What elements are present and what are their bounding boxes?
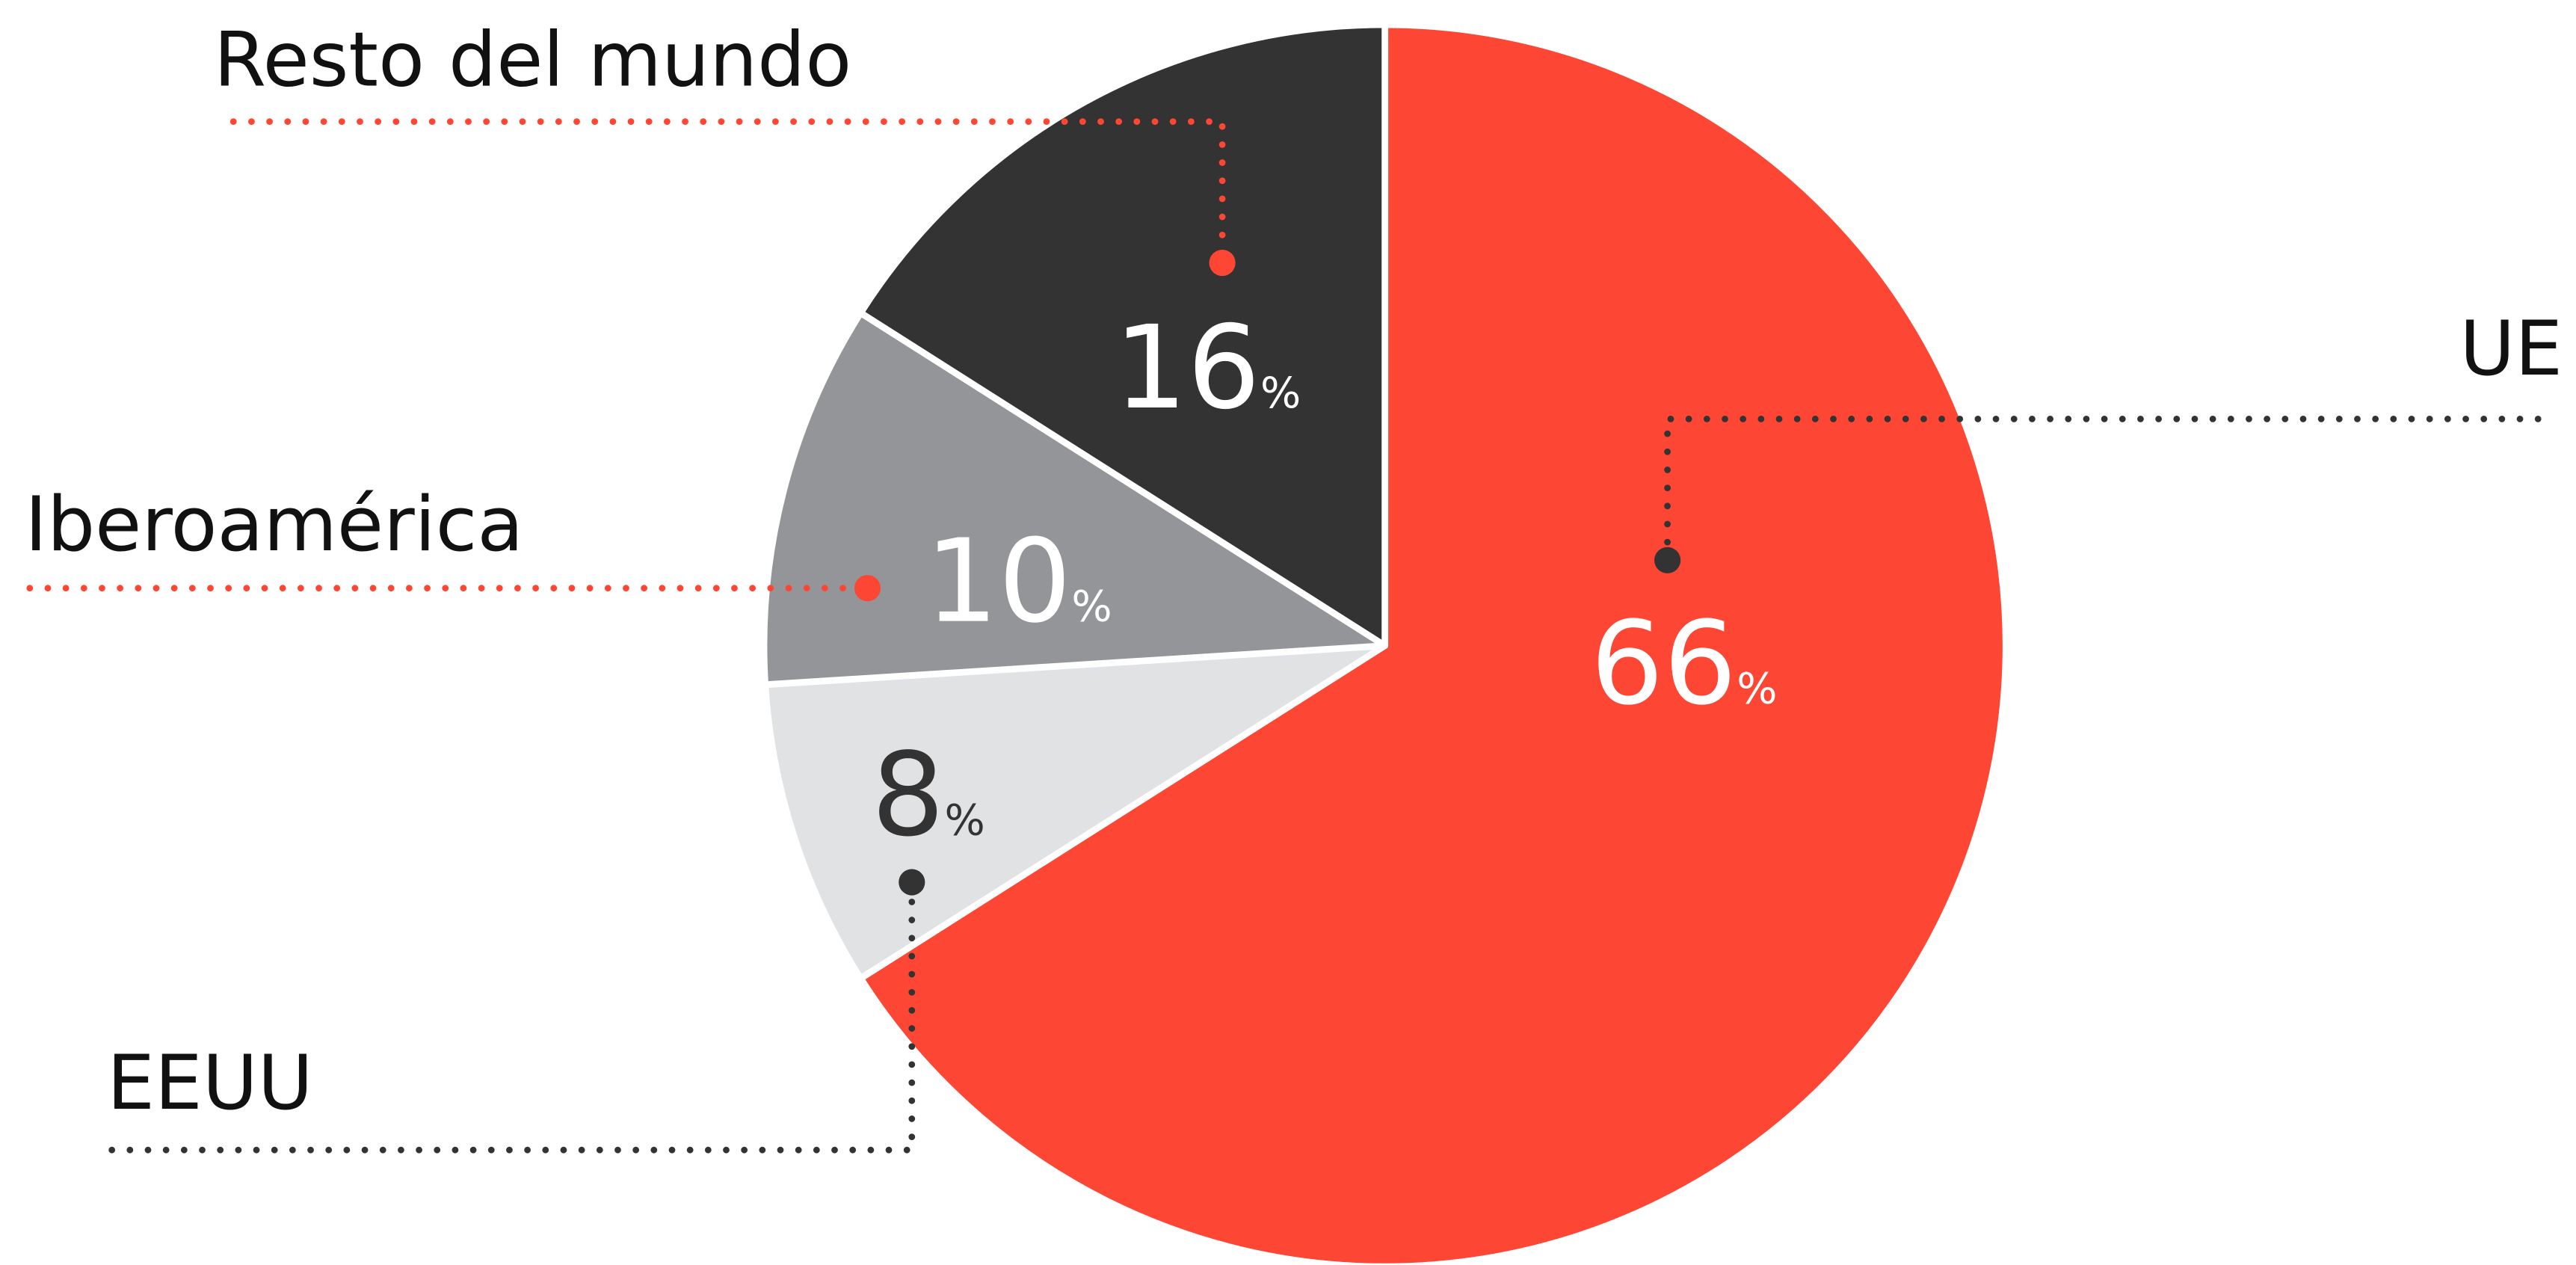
value-number: 10 [925,515,1072,649]
leader-line [229,118,1226,266]
pie-slice [857,21,2009,1265]
category-label: Iberoamérica [25,480,523,568]
leader-dot [899,869,925,896]
value-unit: % [1737,664,1777,713]
value-label: 66% [1591,597,1778,730]
category-label: EEUU [107,1038,313,1127]
value-number: 66 [1591,597,1737,730]
pie-slice [857,21,1389,649]
value-number: 8 [872,728,945,862]
value-label: 16% [1114,301,1301,435]
category-label: UE [2459,304,2563,393]
pie-slice [762,642,1389,982]
value-number: 16 [1114,301,1260,435]
value-unit: % [945,795,985,845]
value-unit: % [1260,369,1301,418]
category-label: Resto del mundo [214,15,851,103]
value-label: 8% [872,728,985,862]
leader-line [1664,415,2542,564]
leader-dot [1654,547,1681,573]
leader-line [108,878,916,1154]
value-label: 10% [925,515,1112,649]
value-unit: % [1071,582,1112,632]
pie-slice [760,310,1389,689]
leader-dot [854,575,881,602]
leader-dot [1209,250,1236,277]
